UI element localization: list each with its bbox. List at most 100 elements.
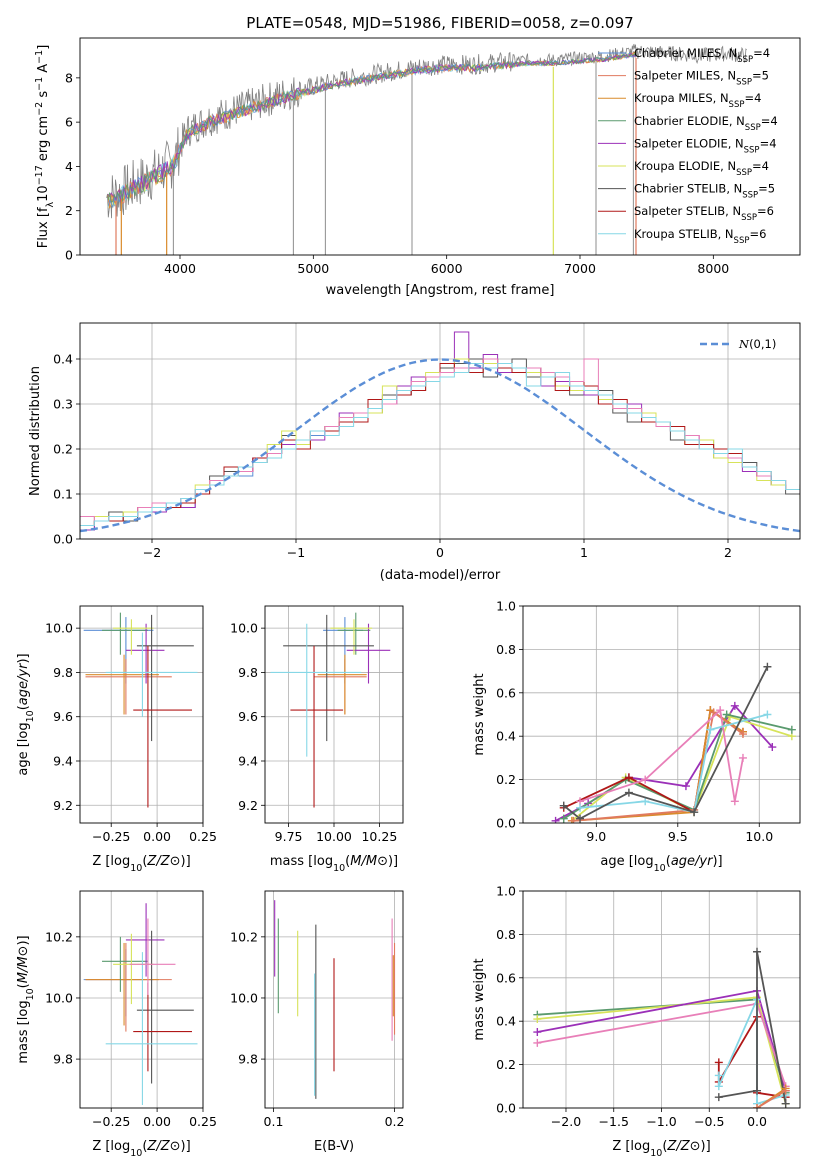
- legend-entry: Salpeter ELODIE, NSSP=4: [634, 136, 777, 155]
- weight-point-marker: [716, 706, 725, 715]
- axes-frame: [522, 605, 801, 824]
- legend-text: Chabrier STELIB, N: [634, 182, 742, 196]
- legend-text: Salpeter ELODIE, N: [634, 136, 744, 150]
- label-part: (: [16, 705, 31, 710]
- y-tick-label: 10.2: [230, 929, 258, 944]
- weight-point-marker: [641, 775, 650, 784]
- y-axis-label: mass weight: [472, 958, 487, 1040]
- x-axis-label: E(B-V): [314, 1139, 354, 1154]
- legend-entry: Chabrier STELIB, NSSP=5: [634, 182, 775, 201]
- y-tick-label: 10.0: [230, 990, 258, 1005]
- label-part: mass [log: [270, 854, 333, 869]
- y-tick-label: 9.8: [238, 665, 258, 680]
- x-tick-label: 0.00: [143, 1114, 171, 1129]
- weight-point-marker: [763, 710, 772, 719]
- axes-frame: [79, 322, 801, 540]
- legend-entry: Kroupa MILES, NSSP=4: [634, 91, 761, 110]
- weight-series-line: [579, 708, 744, 803]
- y-axis-label: mass weight: [472, 673, 487, 755]
- label-part: )]: [16, 935, 31, 945]
- weight-point-marker: [641, 797, 650, 806]
- legend-entry: Kroupa STELIB, NSSP=6: [634, 227, 766, 246]
- legend-text: =4: [752, 159, 769, 173]
- grid: [80, 891, 204, 1108]
- x-tick-label: 0.1: [264, 1114, 284, 1129]
- y-tick-label: 10.2: [45, 929, 73, 944]
- label-part: −2: [34, 102, 45, 116]
- x-tick-label: 8000: [697, 261, 729, 276]
- x-axis-label: Z [log10(Z/Z⊙)]: [612, 1139, 710, 1159]
- label-part: 10: [36, 185, 51, 202]
- x-tick-label: 2: [724, 545, 732, 560]
- y-tick-label: 9.6: [238, 709, 258, 724]
- label-part: M/M⊙: [16, 946, 31, 984]
- y-tick-label: 9.2: [238, 798, 258, 813]
- y-tick-label: 0.0: [496, 1101, 516, 1116]
- label-part: )]: [388, 854, 398, 869]
- y-tick-label: 0.4: [53, 352, 73, 367]
- label-part: ]: [36, 45, 51, 50]
- x-tick-label: 0.0: [747, 1114, 767, 1129]
- x-tick-label: 5000: [297, 261, 329, 276]
- weight-series-line: [756, 1089, 787, 1108]
- y-tick-label: 0.0: [496, 816, 516, 831]
- y-tick-label: 8: [65, 70, 73, 85]
- x-tick-label: −0.25: [92, 1114, 130, 1129]
- x-tick-label: 10.25: [361, 829, 397, 844]
- legend-entry: Salpeter STELIB, NSSP=6: [634, 204, 774, 223]
- x-tick-label: 10.0: [745, 829, 773, 844]
- x-tick-label: 10.00: [316, 829, 352, 844]
- x-tick-label: 1: [580, 545, 588, 560]
- legend-entry: Salpeter MILES, NSSP=5: [634, 69, 769, 88]
- x-tick-label: 0.25: [189, 829, 217, 844]
- y-tick-label: 9.6: [53, 709, 73, 724]
- weight-series-line: [563, 708, 744, 814]
- y-tick-label: 0.0: [53, 532, 73, 547]
- spectrum-legend: Chabrier MILES, NSSP=4 Salpeter MILES, NS…: [598, 46, 778, 246]
- weight-point-marker: [781, 1099, 790, 1108]
- legend-sub: SSP: [736, 78, 752, 88]
- weight-z-panel: −2.0 −1.5 −1.0 −0.5 0.0 0.0 0.2 0.4 0.6 0.8 1.0 Z […: [472, 884, 801, 1159]
- weight-point-marker: [624, 788, 633, 797]
- weight-point-marker: [738, 753, 747, 762]
- label-part: age/yr: [16, 662, 31, 705]
- label-part: 10: [654, 863, 666, 874]
- y-axis-label: age [log10(age/yr)]: [16, 653, 36, 775]
- x-tick-label: 0.00: [143, 829, 171, 844]
- x-tick-label: −0.25: [92, 829, 130, 844]
- spectrum-panel: 4000 5000 6000 7000 8000 0 2 4 6 8 Chabrier MILES,…: [34, 37, 801, 298]
- x-axis-label: (data-model)/error: [380, 568, 501, 583]
- weight-point-marker: [576, 814, 585, 823]
- x-tick-label: 0.2: [385, 1114, 405, 1129]
- y-axis-label: Normed distribution: [28, 366, 43, 496]
- y-tick-label: 0.4: [496, 1014, 516, 1029]
- weight-point-marker: [569, 816, 578, 823]
- y-tick-label: 9.8: [53, 1052, 73, 1067]
- weight-point-marker: [706, 725, 715, 734]
- mass-z-panel: −0.25 0.00 0.259.810.010.2Z [log10(Z/Z⊙)]m…: [16, 890, 217, 1159]
- weight-point-marker: [533, 1028, 542, 1037]
- weight-point-marker: [533, 1015, 542, 1024]
- x-axis-label: Z [log10(Z/Z⊙)]: [92, 1139, 190, 1159]
- weight-point-marker: [787, 725, 796, 734]
- label-part: Z/Z⊙: [666, 1139, 700, 1154]
- label-part: (: [142, 854, 147, 869]
- data-spectrum-line: [106, 43, 747, 219]
- y-tick-label: 9.4: [53, 754, 73, 769]
- label-part: 10: [25, 710, 36, 722]
- age-z-panel: −0.25 0.00 0.259.29.49.69.810.0Z [log10(Z/…: [16, 605, 217, 874]
- plot-area: [83, 612, 198, 808]
- legend-entry: Chabrier MILES, NSSP=4: [634, 46, 770, 65]
- histogram-series: [80, 363, 800, 539]
- x-axis-label: Z [log10(Z/Z⊙)]: [92, 854, 190, 874]
- axes-frame: [264, 605, 404, 824]
- legend-entry: Chabrier ELODIE, NSSP=4: [634, 114, 778, 133]
- legend-text: =4: [744, 91, 761, 105]
- plot-area: [83, 903, 198, 1105]
- y-axis-label: mass [log10(M/M⊙)]: [16, 935, 36, 1063]
- legend-text: =4: [761, 114, 778, 128]
- weight-point-marker: [730, 797, 739, 806]
- figure-title: PLATE=0548, MJD=51986, FIBERID=0058, z=0…: [246, 14, 633, 32]
- weight-point-marker: [753, 1086, 762, 1095]
